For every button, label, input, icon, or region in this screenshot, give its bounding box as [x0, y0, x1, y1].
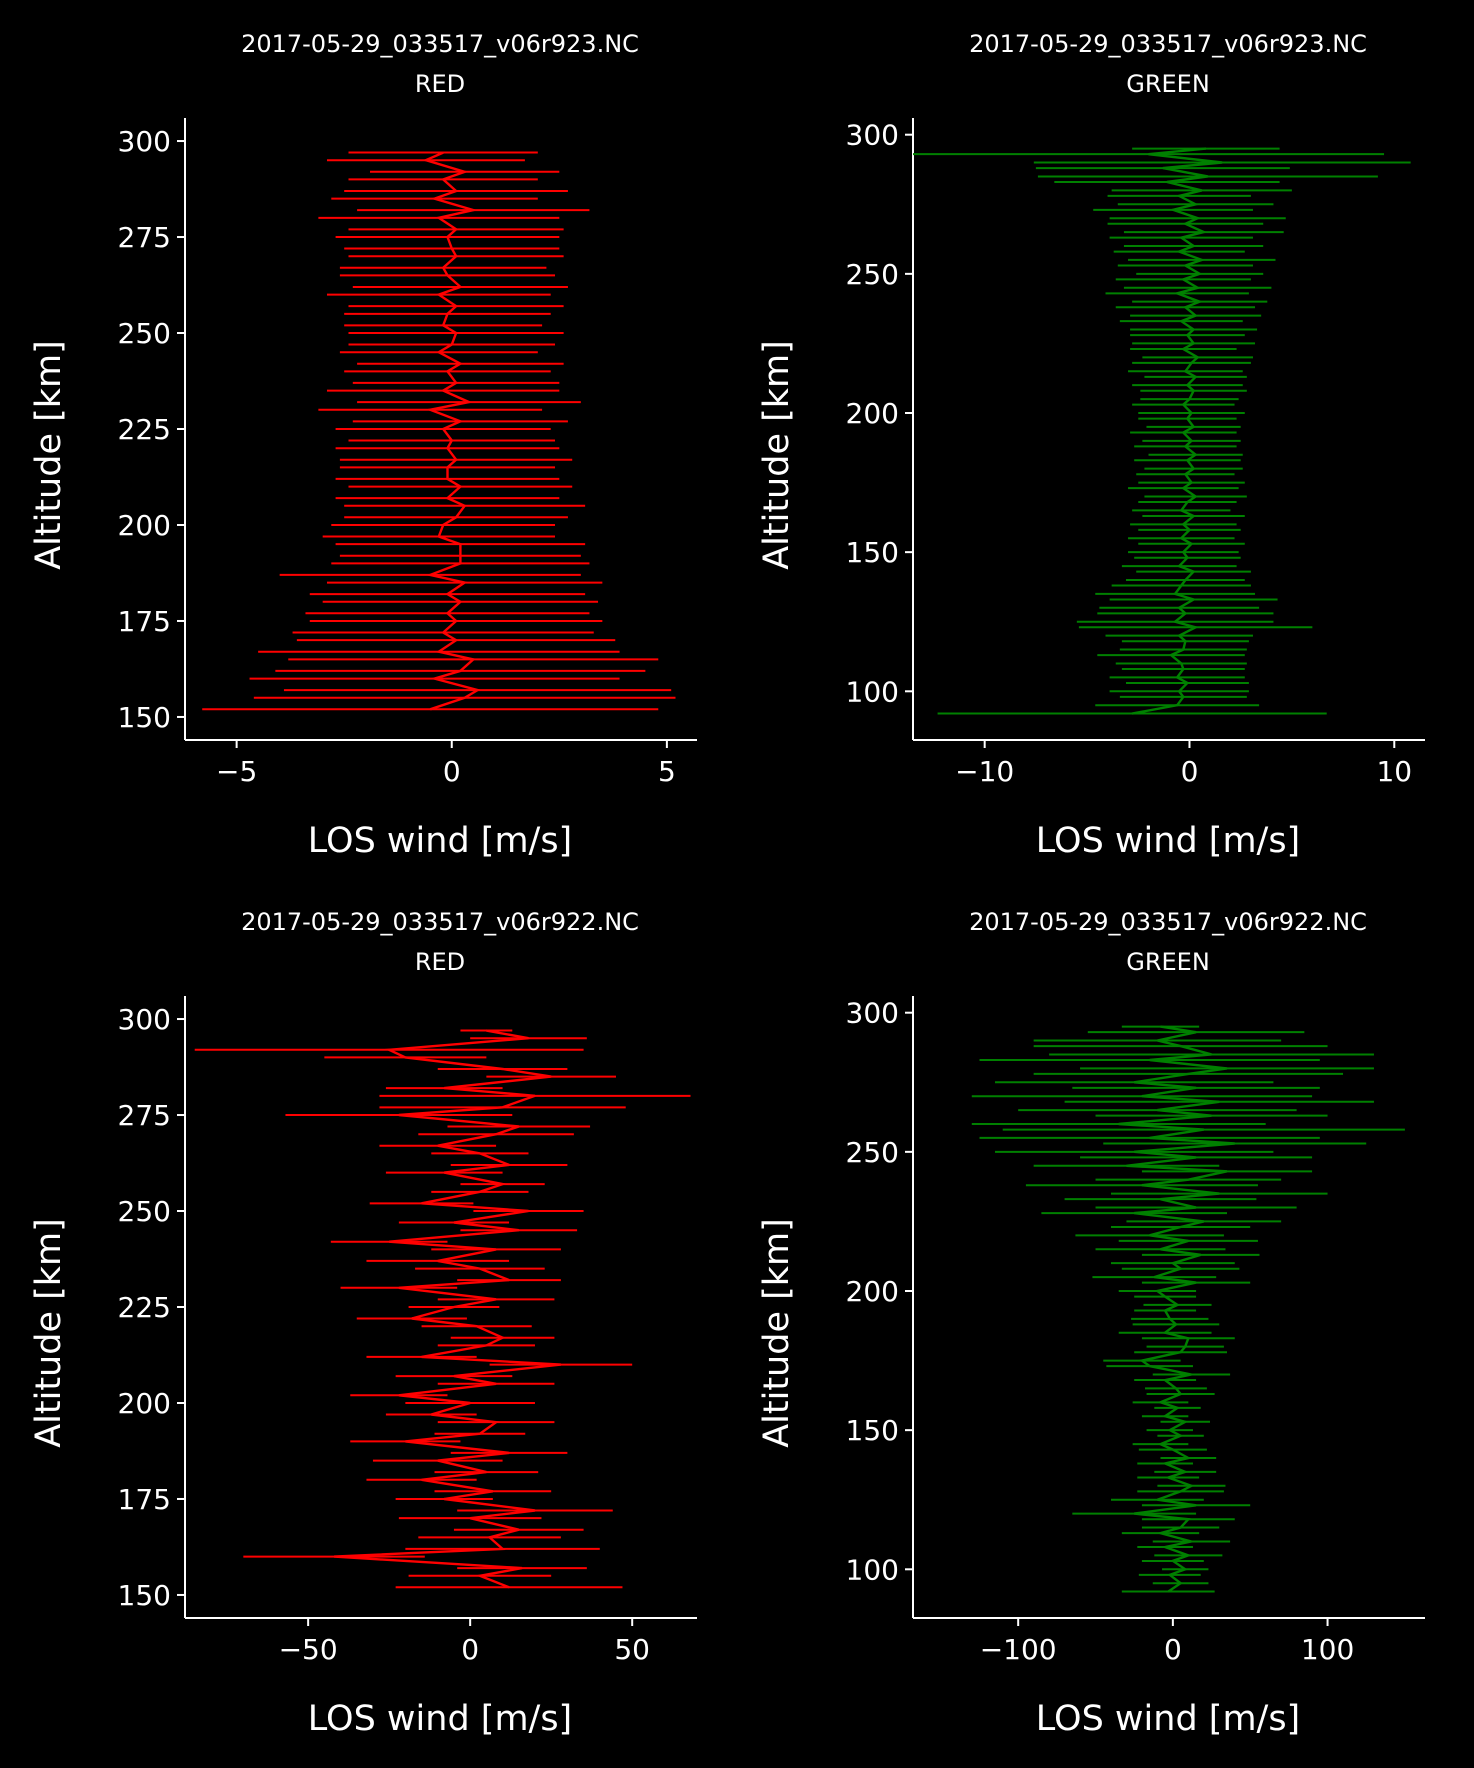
x-axis-label: LOS wind [m/s] — [308, 1699, 572, 1739]
y-tick-label: 200 — [118, 509, 171, 542]
y-tick-label: 225 — [118, 1291, 171, 1324]
panel-title: 2017-05-29_033517_v06r923.NC — [969, 30, 1367, 58]
y-axis-label: Altitude [km] — [757, 1218, 797, 1448]
plot-area: −50 0 50 150 175 200 225 250 275 300 — [118, 996, 697, 1666]
y-tick-label: 100 — [846, 675, 899, 708]
x-tick-label: −5 — [216, 755, 257, 788]
y-tick-label: 300 — [846, 119, 899, 152]
wind-profile-line — [1131, 147, 1223, 715]
y-tick-label: 200 — [846, 397, 899, 430]
x-axis-label: LOS wind [m/s] — [1036, 1699, 1300, 1739]
y-axis-label: Altitude [km] — [757, 340, 797, 570]
y-tick-label: 250 — [846, 258, 899, 291]
y-tick-label: 150 — [846, 536, 899, 569]
panel-title: 2017-05-29_033517_v06r922.NC — [241, 908, 639, 936]
panel-top-left: 2017-05-29_033517_v06r923.NC RED −5 0 5 150… — [29, 30, 697, 861]
x-axis-label: LOS wind [m/s] — [308, 821, 572, 861]
y-tick-label: 250 — [846, 1136, 899, 1169]
plot-area: −5 0 5 150 175 200 225 250 275 300 — [118, 118, 697, 788]
panel-bottom-right: 2017-05-29_033517_v06r922.NC GREEN −100 0… — [757, 908, 1425, 1739]
plot-area: −100 0 100 100 150 200 250 300 — [846, 996, 1425, 1666]
x-tick-label: 0 — [443, 755, 461, 788]
x-tick-label: 0 — [461, 1633, 479, 1666]
y-tick-label: 150 — [846, 1414, 899, 1447]
y-tick-label: 200 — [846, 1275, 899, 1308]
y-tick-label: 300 — [118, 125, 171, 158]
x-axis-label: LOS wind [m/s] — [1036, 821, 1300, 861]
x-tick-label: 0 — [1181, 755, 1199, 788]
panel-subtitle: RED — [415, 70, 465, 98]
y-axis-label: Altitude [km] — [29, 340, 69, 570]
panel-subtitle: GREEN — [1126, 948, 1210, 976]
y-tick-label: 100 — [846, 1553, 899, 1586]
y-tick-label: 300 — [118, 1003, 171, 1036]
y-tick-label: 175 — [118, 605, 171, 638]
x-tick-label: 5 — [658, 755, 676, 788]
x-tick-label: 10 — [1376, 755, 1412, 788]
panel-bottom-left: 2017-05-29_033517_v06r922.NC RED −50 0 50 1… — [29, 908, 697, 1739]
x-tick-label: −100 — [980, 1633, 1057, 1666]
x-tick-label: 100 — [1301, 1633, 1354, 1666]
y-tick-label: 200 — [118, 1387, 171, 1420]
wind-profile-line — [1118, 1025, 1235, 1593]
y-axis-label: Altitude [km] — [29, 1218, 69, 1448]
panel-top-right: 2017-05-29_033517_v06r923.NC GREEN −10 0 1… — [757, 30, 1425, 861]
panel-subtitle: RED — [415, 948, 465, 976]
y-tick-label: 275 — [118, 221, 171, 254]
x-tick-label: 0 — [1164, 1633, 1182, 1666]
y-tick-label: 150 — [118, 701, 171, 734]
x-tick-label: 50 — [614, 1633, 650, 1666]
y-tick-label: 225 — [118, 413, 171, 446]
y-tick-label: 300 — [846, 997, 899, 1030]
panel-subtitle: GREEN — [1126, 70, 1210, 98]
x-tick-label: −50 — [279, 1633, 338, 1666]
y-tick-label: 250 — [118, 317, 171, 350]
y-tick-label: 150 — [118, 1579, 171, 1612]
wind-profile-line — [422, 151, 481, 711]
panel-title: 2017-05-29_033517_v06r923.NC — [241, 30, 639, 58]
y-tick-label: 275 — [118, 1099, 171, 1132]
plot-area: −10 0 10 100 150 200 250 300 — [846, 118, 1425, 788]
wind-profile-line — [334, 1029, 562, 1589]
y-tick-label: 175 — [118, 1483, 171, 1516]
panel-title: 2017-05-29_033517_v06r922.NC — [969, 908, 1367, 936]
x-tick-label: −10 — [955, 755, 1014, 788]
y-tick-label: 250 — [118, 1195, 171, 1228]
